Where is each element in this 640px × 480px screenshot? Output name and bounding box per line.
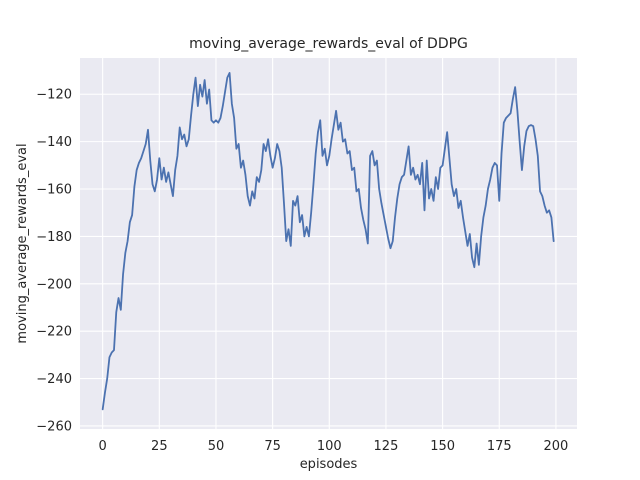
y-tick-label: −200 <box>36 277 72 292</box>
y-axis-label: moving_average_rewards_eval <box>15 143 30 343</box>
plot-area <box>80 58 577 429</box>
y-tick-label: −180 <box>36 230 72 245</box>
y-tick-label: −240 <box>36 372 72 387</box>
x-tick-label: 25 <box>151 439 168 454</box>
y-tick-label: −220 <box>36 325 72 340</box>
chart-title: moving_average_rewards_eval of DDPG <box>189 36 468 52</box>
x-tick-label: 100 <box>317 439 342 454</box>
x-tick-label: 75 <box>264 439 281 454</box>
x-tick-label: 175 <box>487 439 512 454</box>
x-axis-label: episodes <box>300 457 358 472</box>
x-tick-label: 200 <box>544 439 569 454</box>
y-tick-label: −140 <box>36 135 72 150</box>
y-tick-label: −160 <box>36 183 72 198</box>
x-tick-label: 0 <box>99 439 107 454</box>
x-tick-label: 50 <box>208 439 225 454</box>
x-tick-label: 150 <box>430 439 455 454</box>
y-tick-label: −260 <box>36 419 72 434</box>
data-line-series <box>101 72 555 411</box>
y-tick-label: −120 <box>36 88 72 103</box>
x-tick-label: 125 <box>374 439 399 454</box>
